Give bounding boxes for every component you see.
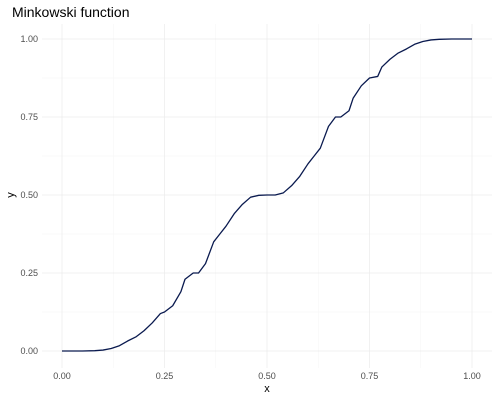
y-tick-label: 0.00 [20, 346, 38, 356]
y-tick-label: 0.75 [20, 112, 38, 122]
chart-title: Minkowski function [12, 4, 130, 20]
series-line [62, 38, 472, 352]
x-tick-label: 0.25 [156, 371, 174, 381]
y-tick-label: 0.25 [20, 268, 38, 278]
x-tick-label: 1.00 [463, 371, 481, 381]
plot-panel: 0.00 0.25 0.50 0.75 1.00 0.00 0.25 0.50 0.75 1.00 [20, 24, 492, 381]
y-tick-label: 1.00 [20, 34, 38, 44]
y-tick-label: 0.50 [20, 190, 38, 200]
x-tick-label: 0.75 [361, 371, 379, 381]
x-tick-label: 0.00 [53, 371, 71, 381]
x-axis-title: x [264, 383, 270, 395]
y-axis-title: y [5, 192, 17, 198]
x-tick-label: 0.50 [258, 371, 276, 381]
